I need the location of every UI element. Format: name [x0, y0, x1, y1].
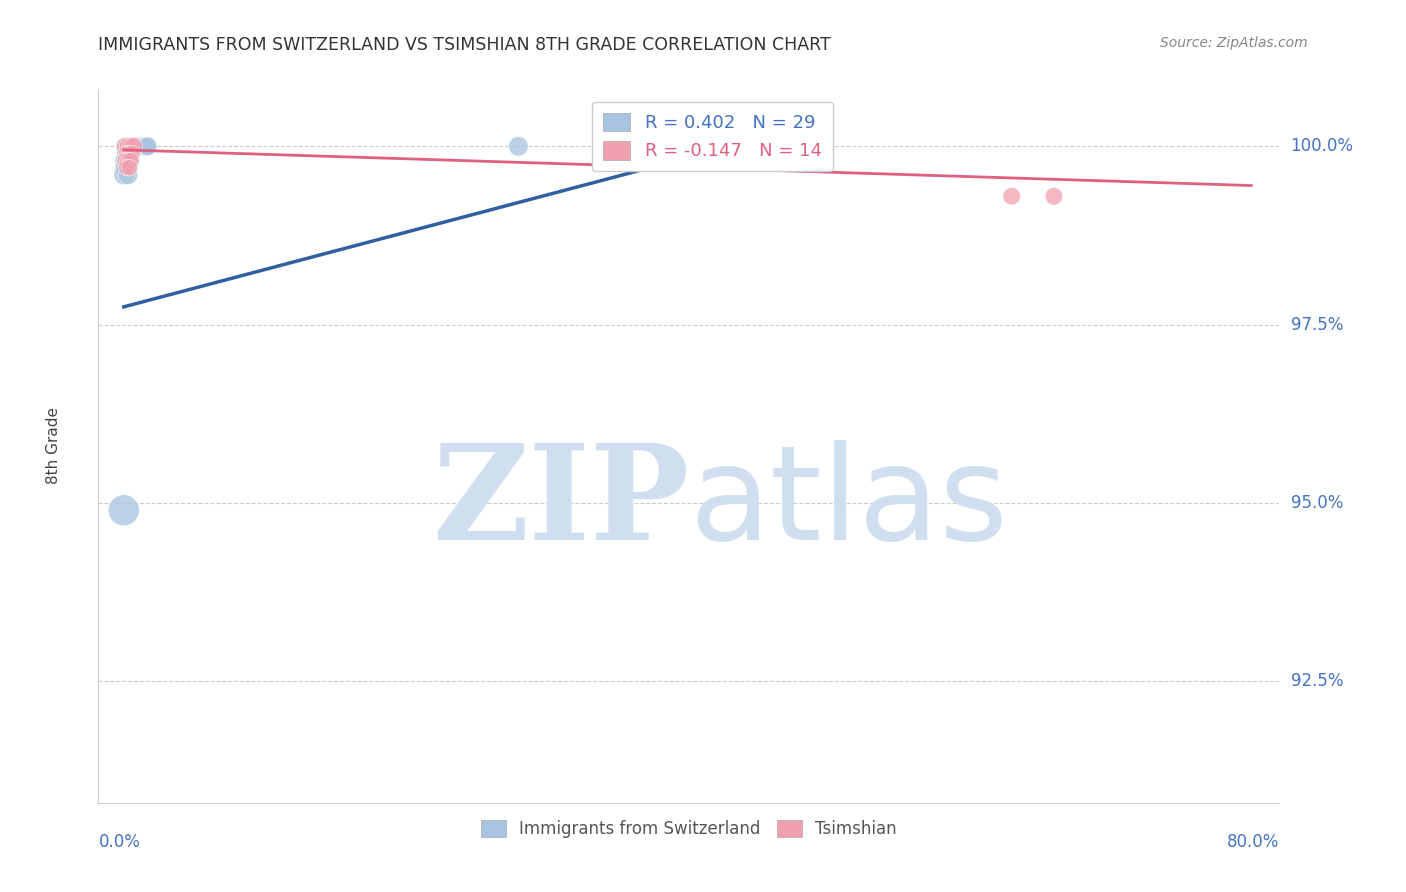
Text: atlas: atlas — [689, 440, 1008, 566]
Text: 100.0%: 100.0% — [1291, 137, 1354, 155]
Point — [118, 139, 141, 153]
Text: Source: ZipAtlas.com: Source: ZipAtlas.com — [1160, 36, 1308, 50]
Point — [125, 139, 148, 153]
Point — [129, 139, 152, 153]
Point — [117, 153, 139, 168]
Point — [114, 153, 136, 168]
Text: 95.0%: 95.0% — [1291, 494, 1343, 512]
Point — [121, 146, 143, 161]
Point — [117, 139, 139, 153]
Point — [120, 153, 142, 168]
Point — [115, 139, 138, 153]
Point — [115, 146, 138, 161]
Point — [136, 139, 159, 153]
Point — [1043, 189, 1066, 203]
Point — [127, 139, 149, 153]
Point — [112, 168, 135, 182]
Text: 92.5%: 92.5% — [1291, 673, 1343, 690]
Point — [122, 139, 145, 153]
Point — [118, 146, 141, 161]
Text: ZIP: ZIP — [432, 439, 689, 567]
Text: 97.5%: 97.5% — [1291, 316, 1343, 334]
Point — [124, 139, 146, 153]
Point — [115, 161, 138, 175]
Point — [134, 139, 156, 153]
Point — [128, 139, 150, 153]
Point — [117, 168, 139, 182]
Point — [704, 139, 727, 153]
Point — [121, 139, 143, 153]
Point — [508, 139, 530, 153]
Legend: Immigrants from Switzerland, Tsimshian: Immigrants from Switzerland, Tsimshian — [474, 813, 904, 845]
Point — [118, 146, 141, 161]
Text: 80.0%: 80.0% — [1227, 833, 1279, 851]
Text: IMMIGRANTS FROM SWITZERLAND VS TSIMSHIAN 8TH GRADE CORRELATION CHART: IMMIGRANTS FROM SWITZERLAND VS TSIMSHIAN… — [98, 36, 831, 54]
Point — [114, 146, 136, 161]
Point — [120, 153, 142, 168]
Point — [117, 139, 139, 153]
Point — [112, 153, 135, 168]
Point — [122, 139, 145, 153]
Point — [135, 139, 157, 153]
Point — [120, 139, 142, 153]
Point — [132, 139, 155, 153]
Point — [112, 161, 135, 175]
Point — [115, 146, 138, 161]
Point — [131, 139, 153, 153]
Point — [114, 139, 136, 153]
Point — [118, 161, 141, 175]
Point — [1001, 189, 1024, 203]
Point — [120, 139, 142, 153]
Point — [112, 503, 135, 517]
Point — [114, 161, 136, 175]
Text: 0.0%: 0.0% — [98, 833, 141, 851]
Text: 8th Grade: 8th Grade — [46, 408, 60, 484]
Point — [114, 139, 136, 153]
